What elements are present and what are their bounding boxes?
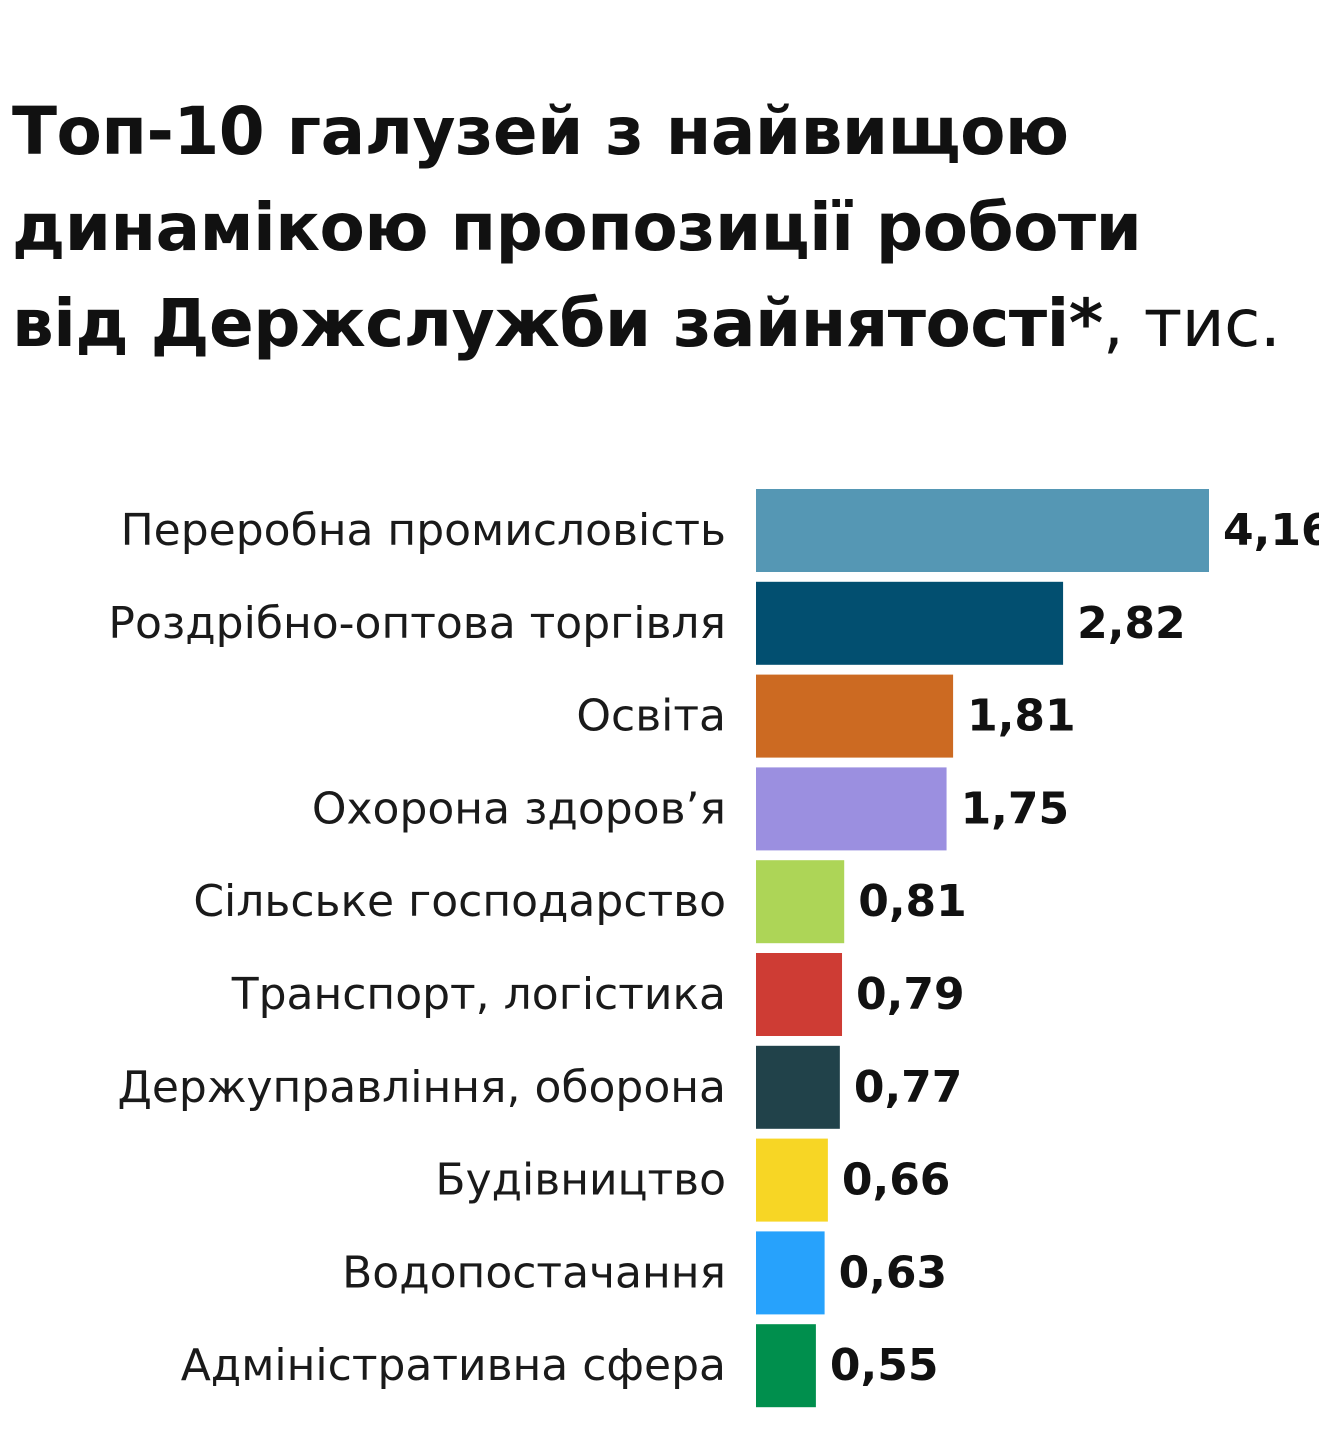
category-label-3: Освіта — [576, 691, 726, 742]
bar-2 — [756, 581, 1064, 665]
bar-7 — [756, 1045, 840, 1129]
title-line-2: динамікою пропозиції роботи — [12, 189, 1142, 266]
category-label-8: Будівництво — [435, 1155, 726, 1206]
bar-10 — [756, 1324, 816, 1408]
bar-9 — [756, 1231, 825, 1315]
value-label-3: 1,81 — [967, 691, 1076, 742]
bar-1 — [756, 489, 1209, 572]
category-label-2: Роздрібно-оптова торгівля — [108, 598, 726, 649]
title-unit: , тис. — [1102, 285, 1281, 362]
bar-4 — [756, 767, 947, 851]
value-label-5: 0,81 — [858, 876, 967, 927]
title-line-1: Топ-10 галузей з найвищою — [12, 93, 1069, 170]
category-label-4: Охорона здоров’я — [312, 783, 726, 834]
bar-chart: Переробна промисловість Роздрібно-оптова … — [108, 489, 1319, 1408]
category-label-7: Держуправління, оборона — [117, 1062, 726, 1113]
value-labels-group: 4,16 2,821,81 1,75 0,81 0,79 0,77 0,66 0,63 0,55 — [830, 505, 1319, 1391]
value-label-7: 0,77 — [854, 1062, 963, 1113]
bar-6 — [756, 953, 843, 1036]
value-label-2: 2,82 — [1077, 598, 1186, 649]
category-labels-group: Переробна промисловість Роздрібно-оптова … — [108, 505, 726, 1391]
chart-title: Топ-10 галузей з найвищою динамікою пропо… — [12, 84, 1312, 372]
category-label-5: Сільське господарство — [193, 876, 726, 927]
category-label-9: Водопостачання — [342, 1247, 726, 1298]
category-label-10: Адміністративна сфера — [181, 1340, 726, 1391]
bar-5 — [756, 860, 845, 944]
category-label-1: Переробна промисловість — [121, 505, 726, 556]
value-label-8: 0,66 — [842, 1155, 951, 1206]
value-label-1: 4,16 — [1223, 505, 1319, 556]
value-label-9: 0,63 — [839, 1247, 948, 1298]
category-label-6: Транспорт, логістика — [231, 969, 726, 1020]
value-label-10: 0,55 — [830, 1340, 939, 1391]
value-label-6: 0,79 — [856, 969, 965, 1020]
value-label-4: 1,75 — [961, 783, 1070, 834]
bar-8 — [756, 1138, 828, 1222]
bars-group — [756, 489, 1209, 1408]
title-line-3: від Держслужби зайнятості* — [12, 285, 1103, 362]
bar-3 — [756, 674, 954, 758]
